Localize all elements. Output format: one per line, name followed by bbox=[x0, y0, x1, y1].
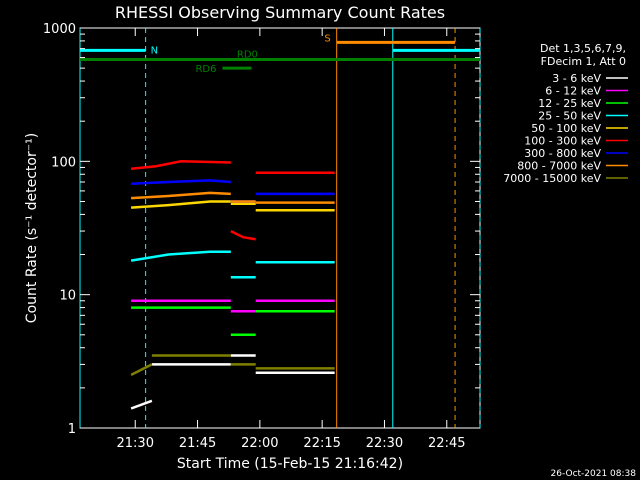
series-8-segment-0 bbox=[130, 363, 153, 377]
x-tick-label-21:45: 21:45 bbox=[179, 436, 216, 451]
x-tick-label-21:30: 21:30 bbox=[117, 436, 154, 451]
footer-date: 26-Oct-2021 08:38 bbox=[551, 469, 637, 479]
series-5-segment-0 bbox=[130, 160, 231, 170]
legend-label-4: 50 - 100 keV bbox=[531, 122, 601, 135]
flag-label-rd6: RD6 bbox=[195, 64, 216, 75]
vertical-markers bbox=[79, 28, 481, 428]
legend-label-0: 3 - 6 keV bbox=[552, 72, 601, 85]
series-3-segment-0 bbox=[130, 250, 231, 262]
series-4-segment-0 bbox=[131, 200, 231, 209]
y-tick-label-1000: 1000 bbox=[43, 22, 76, 37]
series-6-segment-0 bbox=[131, 179, 231, 185]
y-tick-label-100: 100 bbox=[51, 155, 76, 170]
x-axis-label: Start Time (15-Feb-15 21:16:42) bbox=[177, 456, 403, 472]
series-lines bbox=[130, 160, 335, 410]
x-tick-label-22:15: 22:15 bbox=[303, 436, 340, 451]
legend-label-5: 100 - 300 keV bbox=[524, 135, 601, 148]
y-axis: 1 10 100 1000 bbox=[43, 22, 480, 437]
x-tick-label-22:00: 22:00 bbox=[241, 436, 278, 451]
legend-label-3: 25 - 50 keV bbox=[538, 110, 601, 123]
legend: Det 1,3,5,6,7,9,FDecim 1, Att 0 3 - 6 keV… bbox=[503, 42, 628, 185]
y-tick-label-10: 10 bbox=[59, 289, 76, 304]
x-tick-label-22:45: 22:45 bbox=[428, 436, 465, 451]
x-tick-label-22:30: 22:30 bbox=[366, 436, 403, 451]
y-axis-label: Count Rate (s⁻¹ detector⁻¹) bbox=[24, 133, 40, 323]
legend-label-7: 800 - 7000 keV bbox=[517, 160, 601, 173]
legend-label-6: 300 - 800 keV bbox=[524, 147, 601, 160]
series-7-segment-0 bbox=[131, 191, 231, 200]
y-tick-label-1: 1 bbox=[68, 422, 76, 437]
legend-header-0: Det 1,3,5,6,7,9, bbox=[540, 42, 626, 55]
legend-label-1: 6 - 12 keV bbox=[545, 85, 601, 98]
series-0-segment-0 bbox=[130, 399, 153, 410]
flag-bars: N S RD0 RD6 bbox=[80, 33, 480, 75]
flag-label-n: N bbox=[151, 45, 158, 56]
x-axis: 21:30 21:45 22:00 22:15 22:30 22:45 bbox=[117, 28, 466, 451]
chart-title: RHESSI Observing Summary Count Rates bbox=[115, 3, 445, 22]
flag-label-rd0: RD0 bbox=[237, 50, 258, 61]
flag-label-s: S bbox=[324, 33, 330, 44]
series-5-segment-1 bbox=[230, 229, 256, 241]
legend-header-1: FDecim 1, Att 0 bbox=[541, 55, 626, 68]
legend-label-8: 7000 - 15000 keV bbox=[503, 172, 601, 185]
legend-label-2: 12 - 25 keV bbox=[538, 97, 601, 110]
